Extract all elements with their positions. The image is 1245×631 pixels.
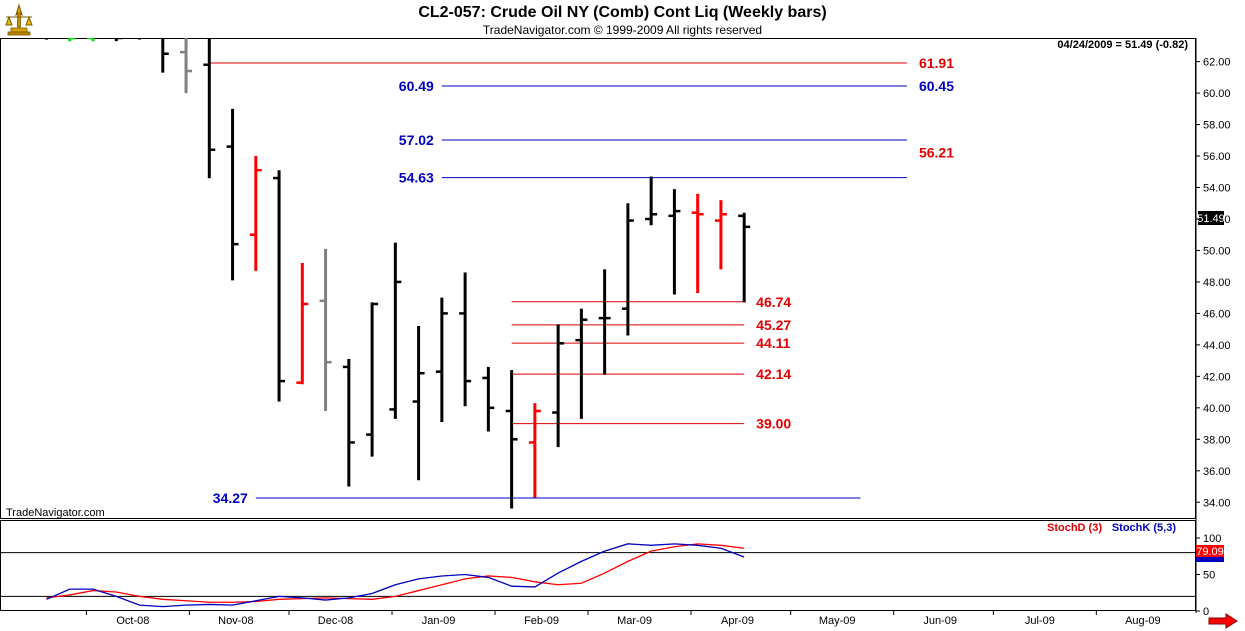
time-tick-label: Nov-08	[218, 615, 253, 627]
price-bar[interactable]	[249, 156, 262, 271]
stochastic-panel[interactable]: 0 50 100	[0, 533, 1221, 618]
level-label: 60.45	[919, 78, 954, 94]
price-bar[interactable]	[598, 269, 611, 375]
price-bar[interactable]	[180, 30, 193, 94]
price-bar[interactable]	[87, 2, 99, 42]
price-bar[interactable]	[621, 203, 634, 336]
level-label: 56.21	[919, 145, 954, 161]
price-bar[interactable]	[226, 108, 239, 281]
stochk-legend: StochK (5,3)	[1112, 522, 1177, 534]
level-label: 60.49	[399, 78, 434, 94]
price-tick-label: 58.00	[1203, 120, 1231, 132]
time-tick-label: Jun-09	[923, 615, 957, 627]
level-label: 42.14	[756, 366, 791, 382]
watermark: TradeNavigator.com	[6, 507, 105, 519]
time-tick-label: Oct-08	[116, 615, 149, 627]
price-tick-label: 62.00	[1203, 57, 1231, 69]
price-tick-label: 36.00	[1203, 466, 1231, 478]
price-bar[interactable]	[691, 193, 704, 293]
ohlc-bars[interactable]	[41, 0, 751, 509]
price-tick-label: 54.00	[1203, 183, 1231, 195]
price-tick-label: 56.00	[1203, 151, 1231, 163]
price-bar[interactable]	[64, 0, 76, 42]
price-bar[interactable]	[203, 33, 216, 179]
price-bar[interactable]	[668, 189, 681, 295]
price-bar[interactable]	[342, 359, 355, 487]
stoch-tick-label: 100	[1203, 533, 1221, 545]
stoch-panel-border	[0, 520, 1196, 611]
last-price-box	[1198, 211, 1224, 225]
price-tick-label: 34.00	[1203, 497, 1231, 509]
price-tick-label: 48.00	[1203, 277, 1231, 289]
stoch-value-box-k	[1196, 557, 1224, 562]
info-readout: 04/24/2009 = 51.49 (-0.82)	[1057, 39, 1188, 51]
price-bar[interactable]	[296, 263, 309, 385]
price-bar[interactable]	[738, 212, 751, 303]
price-bar[interactable]	[482, 366, 495, 432]
time-tick-label: Feb-09	[524, 615, 559, 627]
price-bar[interactable]	[459, 272, 472, 407]
stoch-line[interactable]	[46, 543, 745, 603]
stochd-legend: StochD (3)	[1047, 522, 1102, 534]
level-label: 61.91	[919, 55, 954, 71]
price-bar[interactable]	[645, 176, 658, 226]
level-label: 45.27	[756, 317, 791, 333]
price-tick-label: 46.00	[1203, 308, 1231, 320]
price-bar[interactable]	[412, 326, 425, 481]
price-bar[interactable]	[319, 248, 332, 411]
level-label: 57.02	[399, 132, 434, 148]
price-tick-label: 38.00	[1203, 434, 1231, 446]
level-label: 34.27	[213, 490, 248, 506]
price-axis: 34.00 36.00 38.00 40.00 42.00 44.00 46.00 48.00…	[1196, 57, 1231, 509]
stoch-tick-label: 50	[1203, 570, 1215, 582]
price-tick-label: 40.00	[1203, 403, 1231, 415]
price-bar[interactable]	[41, 0, 53, 40]
level-label: 39.00	[756, 416, 791, 432]
time-tick-label: Aug-09	[1125, 615, 1160, 627]
price-bar[interactable]	[134, 0, 146, 40]
price-bar[interactable]	[110, 0, 123, 42]
price-bar[interactable]	[575, 308, 588, 419]
time-tick-label: Apr-09	[721, 615, 754, 627]
time-tick-label: May-09	[819, 615, 856, 627]
stoch-value-label: 79.09	[1196, 546, 1224, 558]
fibonacci-levels: 61.91 60.49 60.45 57.02 56.21 54.63 46.74 45.27…	[209, 55, 954, 506]
price-bar[interactable]	[389, 242, 402, 419]
time-tick-label: Dec-08	[318, 615, 353, 627]
level-label: 46.74	[756, 294, 791, 310]
price-bar[interactable]	[714, 200, 727, 270]
price-bar[interactable]	[366, 302, 379, 457]
price-tick-label: 42.00	[1203, 371, 1231, 383]
price-bar[interactable]	[435, 297, 448, 422]
price-tick-label: 44.00	[1203, 340, 1231, 352]
stoch-line[interactable]	[46, 543, 745, 608]
price-bar[interactable]	[505, 370, 518, 509]
chart-title: CL2-057: Crude Oil NY (Comb) Cont Liq (W…	[418, 4, 827, 21]
time-tick-label: Jan-09	[422, 615, 456, 627]
stoch-value-box	[1196, 545, 1224, 557]
price-tick-label: 50.00	[1203, 245, 1231, 257]
time-tick-label: Mar-09	[617, 615, 652, 627]
chart-subtitle: TradeNavigator.com © 1999-2009 All right…	[482, 23, 763, 37]
stoch-tick-label: 0	[1203, 606, 1209, 618]
price-bar[interactable]	[552, 324, 565, 448]
price-bar[interactable]	[273, 170, 286, 402]
level-label: 44.11	[756, 335, 790, 351]
scroll-right-arrow-icon[interactable]	[1208, 613, 1238, 629]
time-axis: Oct-08 Nov-08 Dec-08 Jan-09 Feb-09 Mar-09 Apr-…	[85, 611, 1161, 627]
level-label: 54.63	[399, 170, 434, 186]
price-panel-border	[0, 38, 1196, 519]
time-tick-label: Jul-09	[1025, 615, 1055, 627]
chart-header: CL2-057: Crude Oil NY (Comb) Cont Liq (W…	[0, 0, 1245, 38]
price-bar[interactable]	[528, 403, 541, 498]
price-tick-label: 60.00	[1203, 88, 1231, 100]
chart-frame	[0, 38, 1197, 613]
trade-navigator-logo-icon	[3, 3, 35, 37]
last-price-label: 51.49	[1197, 213, 1225, 225]
price-bar[interactable]	[157, 22, 169, 73]
